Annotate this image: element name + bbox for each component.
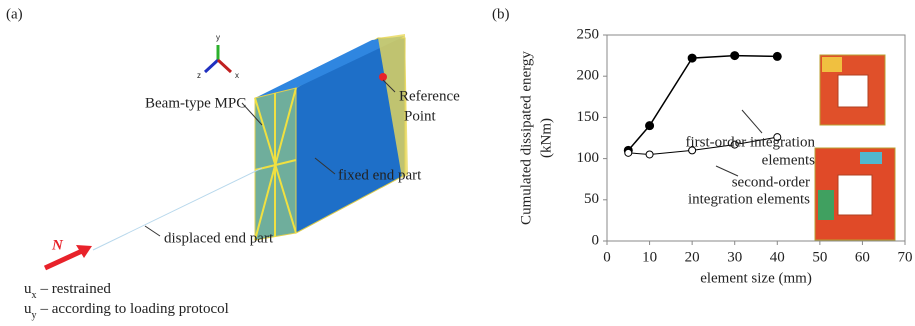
reference-label: Reference bbox=[399, 88, 460, 104]
x-axis-label: element size (mm) bbox=[700, 270, 812, 286]
figure: (a) y z x Beam-type MPC Reference Point … bbox=[0, 0, 915, 326]
reference-label: Point bbox=[404, 108, 437, 124]
x-tick-label: 20 bbox=[685, 249, 700, 265]
x-tick-label: 30 bbox=[727, 249, 742, 265]
series-annotation: second-order bbox=[732, 174, 810, 190]
y-tick-label: 100 bbox=[577, 150, 600, 166]
x-tick-label: 10 bbox=[642, 249, 657, 265]
y-axis-label: Cumulated dissipated energy bbox=[518, 51, 534, 225]
data-point bbox=[773, 52, 781, 60]
y-tick-label: 150 bbox=[577, 109, 600, 125]
axis-letter: z bbox=[197, 71, 201, 80]
x-tick-label: 40 bbox=[770, 249, 785, 265]
condition-text: – restrained bbox=[40, 281, 112, 297]
y-axis-label: (kNm) bbox=[538, 118, 554, 158]
force-label: N bbox=[51, 237, 64, 253]
y-tick-label: 50 bbox=[584, 191, 599, 207]
axis-letter: y bbox=[216, 33, 220, 42]
axis-letter: x bbox=[235, 71, 239, 80]
panel-label: (a) bbox=[6, 6, 23, 22]
series-annotation: integration elements bbox=[688, 191, 810, 207]
fixed-label: fixed end part bbox=[338, 167, 422, 183]
panel-label: (b) bbox=[492, 6, 510, 22]
x-tick-label: 0 bbox=[603, 249, 611, 265]
inset-images bbox=[815, 55, 895, 240]
series-annotation: elements bbox=[762, 152, 815, 168]
data-point bbox=[646, 151, 653, 158]
y-tick-label: 200 bbox=[577, 68, 600, 84]
y-tick-label: 0 bbox=[592, 232, 600, 248]
condition: uy– according to loading protocol bbox=[24, 301, 229, 320]
x-tick-label: 70 bbox=[898, 249, 913, 265]
series-annotation: first-order integration bbox=[685, 134, 815, 150]
condition: ux– restrained bbox=[24, 281, 111, 300]
data-point bbox=[625, 149, 632, 156]
x-tick-label: 60 bbox=[855, 249, 870, 265]
u-subscript: x bbox=[32, 290, 37, 301]
u-subscript: y bbox=[32, 310, 37, 321]
x-tick-label: 50 bbox=[812, 249, 827, 265]
data-point bbox=[688, 54, 696, 62]
y-tick-label: 250 bbox=[577, 26, 600, 42]
data-point bbox=[731, 52, 739, 60]
condition-text: – according to loading protocol bbox=[40, 301, 229, 317]
displaced-label: displaced end part bbox=[164, 230, 274, 246]
mpc-label: Beam-type MPC bbox=[145, 95, 246, 111]
data-point bbox=[646, 122, 654, 130]
leader bbox=[742, 110, 762, 133]
leader bbox=[716, 166, 738, 176]
